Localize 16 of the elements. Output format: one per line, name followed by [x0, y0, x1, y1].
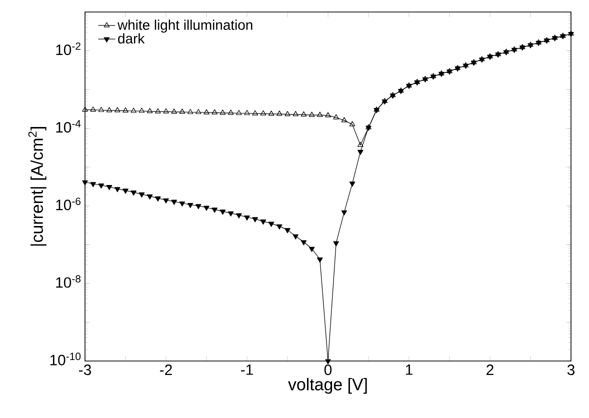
y-axis-title: |current| [A/cm$^{2}$]	[28, 127, 46, 246]
x-tick-label: 2	[486, 364, 494, 375]
y-tick-label: 10$^{-2}$	[56, 42, 80, 56]
x-axis-title: voltage [V]	[288, 378, 367, 394]
y-tick-label: 10$^{-6}$	[56, 198, 81, 210]
x-tick-label: -3	[79, 364, 91, 376]
x-tick-label: -1	[241, 364, 253, 375]
y-tick-label: 10$^{-8}$	[56, 275, 81, 288]
y-tick-label: 10$^{-10}$	[50, 352, 81, 366]
legend-label: white light illumination	[118, 20, 252, 33]
x-tick-label: 3	[567, 364, 575, 376]
x-tick-label: 0	[324, 364, 332, 376]
y-tick-label: 10$^{-4}$	[56, 120, 81, 133]
x-tick-label: -2	[160, 364, 172, 375]
x-tick-label: 1	[406, 364, 412, 375]
legend-label: dark	[118, 33, 145, 44]
